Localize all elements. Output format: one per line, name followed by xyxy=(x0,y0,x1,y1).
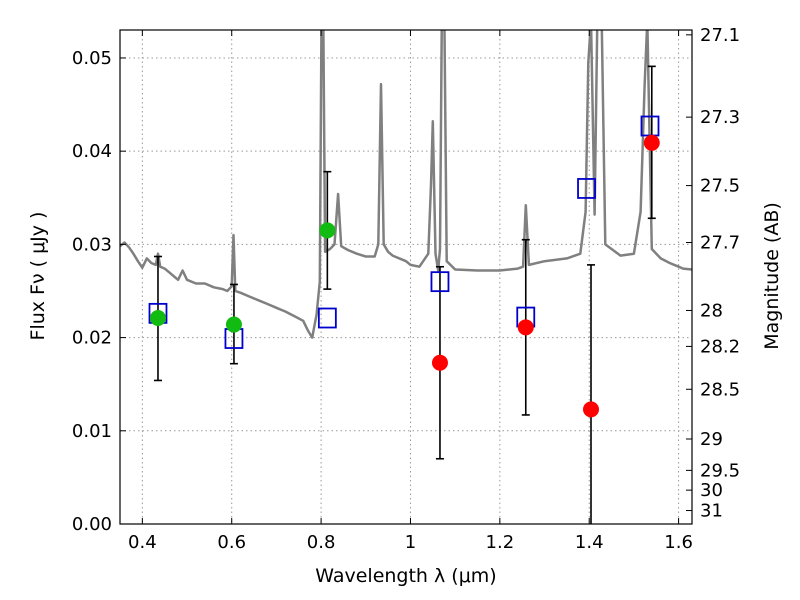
x-tick-label-0: 0.4 xyxy=(128,532,157,553)
x-tick-label-2: 0.8 xyxy=(307,532,336,553)
green-point-2 xyxy=(319,222,336,239)
y2-tick-label-0: 27.1 xyxy=(700,25,740,46)
green-point-0 xyxy=(149,310,166,327)
y2-tick-label-7: 29 xyxy=(700,429,723,450)
y2-tick-label-8: 29.5 xyxy=(700,460,740,481)
y-tick-label-5: 0.05 xyxy=(72,48,112,69)
y-axis-title: Flux Fν ( μJy ) xyxy=(27,212,49,341)
model-spectrum-layer xyxy=(120,30,692,339)
y-tick-label-0: 0.00 xyxy=(72,514,112,535)
x-tick-label-4: 1.2 xyxy=(486,532,515,553)
y-axis-ticks: 0.00 0.01 0.02 0.03 0.04 0.05 xyxy=(72,48,126,535)
y-tick-label-3: 0.03 xyxy=(72,234,112,255)
y2-tick-label-10: 31 xyxy=(700,501,723,522)
x-axis-ticks: 0.4 0.6 0.8 1 1.2 1.4 1.6 xyxy=(128,30,693,553)
model-box-5 xyxy=(577,178,596,199)
red-point-3 xyxy=(643,134,660,151)
y2-tick-label-1: 27.3 xyxy=(700,107,740,128)
plot-frame xyxy=(119,29,693,525)
model-spectrum-line xyxy=(120,30,692,339)
marker-layer xyxy=(148,115,660,418)
red-point-1 xyxy=(517,319,534,336)
y-tick-label-1: 0.01 xyxy=(72,421,112,442)
model-box-2 xyxy=(317,307,337,329)
model-box-3 xyxy=(430,271,450,293)
y-tick-label-4: 0.04 xyxy=(72,141,112,162)
green-point-1 xyxy=(225,316,242,333)
x-axis-title: Wavelength λ (μm) xyxy=(315,565,496,587)
x-tick-label-3: 1 xyxy=(405,532,416,553)
x-tick-label-6: 1.6 xyxy=(664,532,693,553)
y2-tick-label-2: 27.5 xyxy=(700,176,740,197)
y2-tick-label-5: 28.2 xyxy=(700,336,740,357)
x-tick-label-1: 0.6 xyxy=(217,532,246,553)
y2-tick-label-6: 28.5 xyxy=(700,379,740,400)
y2-tick-label-3: 27.7 xyxy=(700,233,740,254)
red-point-0 xyxy=(431,354,448,371)
x-tick-label-5: 1.4 xyxy=(575,532,604,553)
y-tick-label-2: 0.02 xyxy=(72,328,112,349)
y2-axis-title: Magnitude (AB) xyxy=(761,202,783,350)
y2-tick-label-9: 30 xyxy=(700,480,723,501)
y2-tick-label-4: 28 xyxy=(700,300,723,321)
red-point-2 xyxy=(583,401,600,418)
